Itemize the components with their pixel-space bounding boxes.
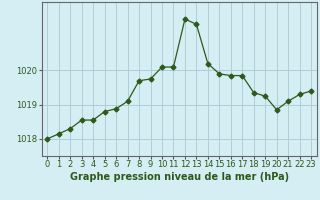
X-axis label: Graphe pression niveau de la mer (hPa): Graphe pression niveau de la mer (hPa): [70, 172, 289, 182]
